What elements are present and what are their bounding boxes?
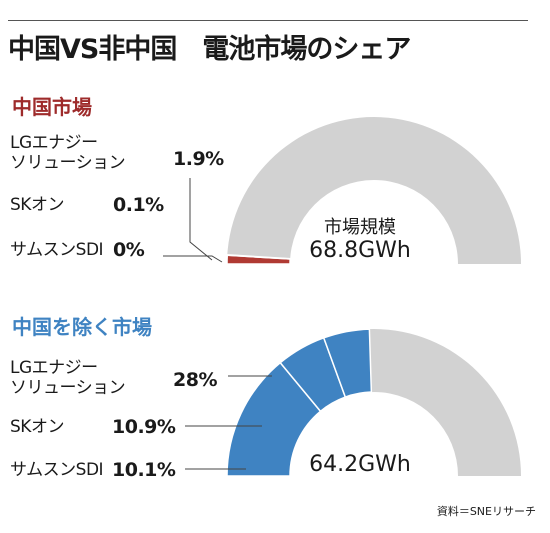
center-value-1: 68.8GWh xyxy=(300,238,420,263)
category-label-lg-1: LGエナジー ソリューション xyxy=(10,133,125,173)
category-label-sk-2: SKオン xyxy=(10,417,64,437)
category-label-samsung-2: サムスンSDI xyxy=(10,460,103,480)
value-label-sk-1: 0.1% xyxy=(113,194,164,216)
source-note: 資料＝SNEリサーチ xyxy=(437,503,536,519)
center-label-1: 市場規模 xyxy=(310,213,410,239)
value-label-sk-2: 10.9% xyxy=(112,416,175,438)
value-label-samsung-1: 0% xyxy=(113,239,144,261)
value-label-lg-2: 28% xyxy=(173,369,217,391)
section-title-china: 中国市場 xyxy=(12,91,92,120)
category-label-lg-line1: LGエナジー xyxy=(10,358,125,378)
category-label-sk-1: SKオン xyxy=(10,195,64,215)
center-value-2: 64.2GWh xyxy=(300,452,420,477)
category-label-samsung-1: サムスンSDI xyxy=(10,240,103,260)
value-label-samsung-2: 10.1% xyxy=(112,459,175,481)
section-title-ex-china: 中国を除く市場 xyxy=(12,311,152,340)
leader-line-samsung-1 xyxy=(163,256,222,262)
value-label-lg-1: 1.9% xyxy=(173,148,224,170)
category-label-lg-line1: LGエナジー xyxy=(10,133,125,153)
category-label-lg-line2: ソリューション xyxy=(10,153,125,173)
category-label-lg-line2: ソリューション xyxy=(10,378,125,398)
category-label-lg-2: LGエナジー ソリューション xyxy=(10,358,125,398)
leader-line-lg-1 xyxy=(190,178,212,260)
